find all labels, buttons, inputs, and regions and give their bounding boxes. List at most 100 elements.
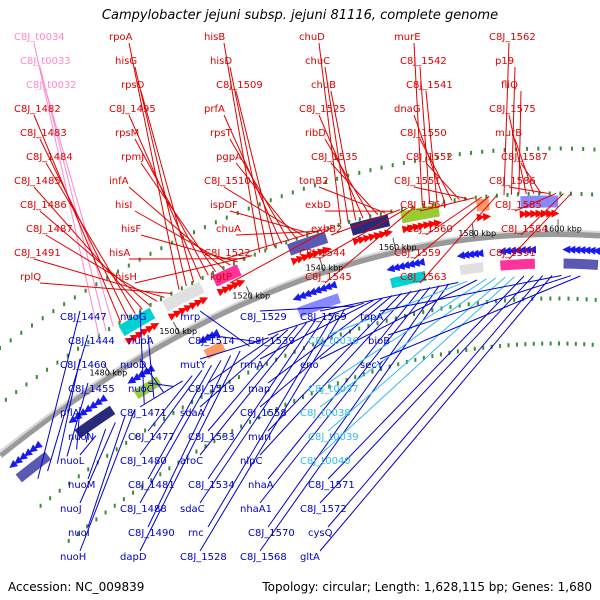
scale-tick-label: 1520 kbp	[232, 291, 270, 300]
gene-label: hisA	[109, 248, 130, 259]
scale-tick-label: 1480 kbp	[89, 368, 127, 377]
gene-label: hisB	[204, 32, 225, 43]
connector-line	[327, 278, 487, 384]
guide-dash	[225, 215, 228, 220]
reverse-arrow-head	[127, 375, 137, 384]
gene-label: C8J_1528	[180, 552, 227, 563]
guide-dash	[192, 230, 195, 235]
guide-dash	[150, 478, 153, 483]
guide-dash	[506, 192, 509, 197]
reverse-arrow	[33, 440, 43, 449]
guide-dash	[115, 447, 118, 452]
guide-dash	[76, 531, 79, 536]
connector-line	[267, 297, 383, 384]
reverse-arrow-head	[198, 335, 208, 343]
scale-tick-label: 1540 kbp	[306, 263, 344, 272]
gene-label: rpsD	[121, 80, 145, 91]
gene-label: C8J_1569	[300, 312, 347, 323]
connector-line	[79, 435, 97, 456]
reverse-arrow-head	[202, 333, 212, 341]
gene-label: hisG	[115, 56, 137, 67]
guide-dash	[327, 226, 330, 231]
gene-label: nuoC	[128, 384, 154, 395]
gene-label: nlpC	[240, 456, 262, 467]
reverse-arrow	[465, 250, 475, 259]
gene-label: rnhA	[240, 360, 264, 371]
reverse-arrow	[141, 367, 151, 375]
forward-arrow	[150, 322, 160, 331]
guide-dash	[113, 503, 116, 508]
gene-label: pflA	[60, 408, 80, 419]
forward-arrow	[482, 212, 492, 221]
gene-label: C8J_1495	[109, 104, 156, 115]
connector-line	[514, 193, 557, 212]
connector-line	[319, 275, 534, 504]
connector-line	[140, 234, 238, 263]
reverse-arrow	[93, 397, 103, 406]
connector-line	[139, 350, 241, 552]
guide-dash	[397, 362, 400, 367]
forward-arrow-head	[546, 209, 555, 218]
connector-line	[413, 186, 467, 200]
gene-label: nuoJ	[60, 504, 82, 515]
guide-dash	[106, 453, 109, 458]
guide-dash	[222, 266, 225, 271]
gene-label: C8J_1519	[188, 384, 235, 395]
guide-dash	[52, 309, 55, 314]
connector-line	[259, 283, 450, 552]
forward-arrow	[124, 337, 134, 346]
gene-label: C8J_1539	[248, 336, 295, 347]
guide-dash	[87, 467, 90, 472]
guide-dash	[20, 330, 23, 335]
guide-dash	[503, 148, 506, 153]
forward-arrow	[221, 286, 231, 294]
gene-label: chuD	[299, 32, 325, 43]
gene-label: C8J_1587	[501, 152, 548, 163]
reverse-arrow-head	[211, 328, 221, 337]
forward-arrow	[433, 219, 443, 228]
gene-label: eno	[300, 360, 319, 371]
guide-dash	[73, 295, 76, 300]
guide-dash	[266, 411, 269, 416]
gene-label: C8J_1447	[60, 312, 107, 323]
connector-line	[147, 382, 174, 387]
reverse-arrow-head	[307, 287, 317, 296]
gene-label: nuoA	[128, 336, 154, 347]
gene-label: C8J_1485	[14, 176, 61, 187]
reverse-arrow	[29, 444, 38, 453]
connector-line	[514, 138, 535, 194]
guide-dash	[537, 146, 540, 151]
guide-dash	[240, 424, 243, 429]
guide-dash	[9, 338, 12, 343]
gene-label: ribD	[305, 128, 326, 139]
connector-line	[319, 277, 497, 408]
reverse-arrow-head	[386, 264, 396, 273]
connector-line	[207, 334, 260, 343]
gene-label: C8J_1586	[489, 176, 536, 187]
guide-dash	[258, 202, 261, 207]
guide-dash	[67, 538, 70, 543]
forward-arrow-head	[150, 322, 160, 331]
reverse-arrow	[522, 245, 532, 254]
guide-dash	[513, 297, 516, 302]
guide-dash	[172, 410, 175, 415]
reverse-arrow	[517, 246, 527, 255]
gene-label: hisF	[121, 224, 141, 235]
guide-dash	[337, 223, 340, 228]
guide-dash	[467, 302, 470, 307]
forward-arrow	[236, 279, 246, 288]
connector-line	[327, 275, 544, 528]
connector-line	[413, 114, 446, 202]
gene-label: C8J_1559	[394, 248, 441, 259]
scale-tick-label: 1500 kbp	[159, 327, 197, 336]
gene-label: C8J_1568	[240, 552, 287, 563]
gene-label: infA	[109, 176, 129, 187]
gene-label: C8J_1591	[489, 248, 536, 259]
guide-dash	[106, 275, 109, 280]
guide-dash	[585, 297, 588, 302]
scale-tick-label: 1580 kbp	[458, 229, 496, 238]
connector-line	[207, 318, 317, 480]
reverse-arrow	[567, 245, 576, 254]
guide-dash	[285, 240, 288, 245]
guide-dash	[237, 375, 240, 380]
